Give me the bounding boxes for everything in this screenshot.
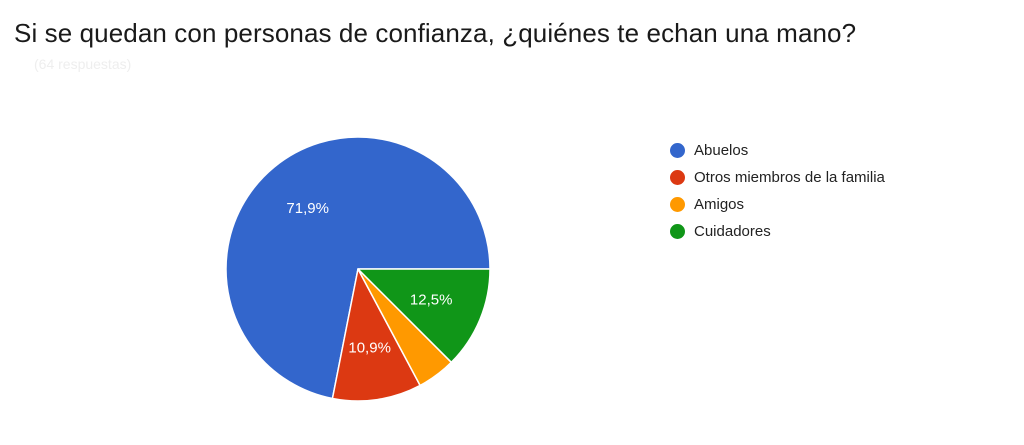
- data-label-cuidadores: 12,5%: [410, 291, 453, 308]
- legend-label-amigos: Amigos: [694, 196, 745, 213]
- legend-swatch-abuelos: [670, 143, 685, 158]
- legend-item-otros-miembros[interactable]: Otros miembros de la familia: [670, 164, 885, 191]
- pie-slice-cuidadores[interactable]: [357, 268, 491, 364]
- legend-item-abuelos[interactable]: Abuelos: [670, 137, 885, 164]
- legend-swatch-cuidadores: [670, 224, 685, 239]
- legend-swatch-amigos: [670, 197, 685, 212]
- legend-label-cuidadores: Cuidadores: [694, 223, 771, 240]
- legend-item-amigos[interactable]: Amigos: [670, 191, 885, 218]
- chart-legend: Abuelos Otros miembros de la familia Ami…: [670, 137, 885, 245]
- legend-item-cuidadores[interactable]: Cuidadores: [670, 218, 885, 245]
- legend-label-otros-miembros: Otros miembros de la familia: [694, 169, 885, 186]
- pie-slice-abuelos[interactable]: [225, 136, 491, 400]
- legend-label-abuelos: Abuelos: [694, 142, 749, 159]
- data-label-abuelos: 71,9%: [286, 200, 329, 217]
- data-label-otros-miembros: 10,9%: [348, 339, 391, 356]
- legend-swatch-otros-miembros: [670, 170, 685, 185]
- response-count: (64 respuestas): [34, 56, 132, 72]
- chart-title: Si se quedan con personas de confianza, …: [14, 18, 857, 48]
- pie-slice-otros-miembros[interactable]: [331, 268, 421, 402]
